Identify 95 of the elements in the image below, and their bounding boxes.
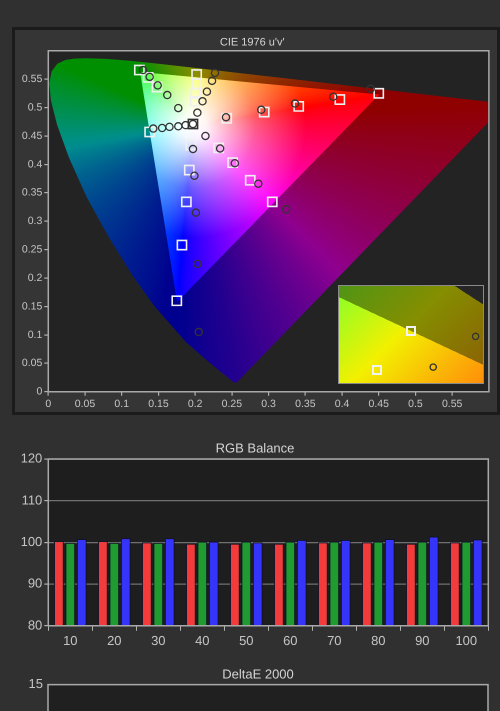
- point: [149, 124, 158, 133]
- y-tick-label: 0.15: [22, 300, 42, 312]
- point: [210, 68, 220, 78]
- point: [163, 90, 172, 100]
- y-tick-label: 120: [20, 450, 42, 466]
- y-tick-label: 0.4: [28, 158, 42, 170]
- y-tick-label: 0.25: [22, 244, 42, 256]
- point: [282, 205, 290, 214]
- point: [257, 106, 266, 114]
- point: [174, 104, 183, 112]
- point: [201, 132, 210, 140]
- point: [191, 69, 202, 80]
- x-tick-label: 0.45: [368, 398, 390, 410]
- point: [134, 64, 145, 76]
- x-tick-label: 100: [455, 633, 478, 648]
- x-tick-label: 0.2: [188, 398, 203, 410]
- x-tick-label: 70: [327, 633, 342, 648]
- point: [190, 88, 202, 99]
- point: [202, 87, 212, 96]
- point: [142, 72, 154, 83]
- text: DeltaE 2000: [222, 666, 294, 682]
- x-tick-label: 90: [415, 633, 430, 648]
- x-tick-label: 0.15: [148, 398, 169, 410]
- point: [222, 112, 230, 122]
- point: [152, 82, 162, 92]
- point: [192, 208, 200, 217]
- y-tick-label: 0.55: [22, 73, 42, 86]
- point: [171, 295, 182, 306]
- point: [213, 142, 224, 154]
- x-tick-label: 0.4: [334, 398, 350, 410]
- y-tick-label: 0.45: [22, 130, 42, 142]
- x-tick-label: 30: [151, 633, 166, 648]
- point: [258, 106, 270, 118]
- point: [230, 158, 240, 168]
- chart-title: CIE 1976 u'v': [220, 36, 285, 49]
- x-tick-label: 20: [107, 633, 122, 648]
- point: [193, 260, 202, 268]
- chart-title: RGB Balance: [216, 440, 294, 456]
- x-tick-label: 50: [239, 633, 254, 648]
- point: [145, 72, 154, 82]
- x-tick-label: 0.05: [74, 398, 96, 410]
- point: [190, 171, 199, 180]
- point: [328, 92, 338, 101]
- x-tick-label: 0.25: [222, 398, 242, 410]
- point: [254, 179, 263, 188]
- point: [165, 122, 174, 132]
- point: [193, 108, 202, 117]
- point: [216, 144, 224, 153]
- point: [293, 101, 304, 112]
- x-tick-label: 0: [45, 398, 52, 410]
- point: [153, 81, 162, 90]
- point: [176, 240, 188, 250]
- point: [184, 164, 195, 176]
- x-tick-label: 0.3: [261, 398, 276, 410]
- y-tick-label: 0.2: [28, 272, 42, 284]
- y-tick-label: 90: [28, 576, 42, 591]
- x-tick-label: 10: [63, 633, 78, 648]
- point: [190, 96, 201, 107]
- y-tick-label: 110: [22, 492, 42, 508]
- point: [181, 120, 190, 130]
- point: [191, 78, 202, 90]
- point: [138, 66, 148, 74]
- point: [144, 126, 156, 138]
- y-tick-label: 0.3: [28, 215, 42, 228]
- point: [221, 112, 232, 124]
- point: [174, 122, 183, 131]
- text: 15: [28, 676, 43, 692]
- point: [290, 99, 300, 108]
- y-tick-label: 0: [36, 386, 42, 398]
- y-tick-label: 0.5: [28, 101, 42, 114]
- y-tick-label: 0.1: [28, 328, 42, 341]
- point: [158, 124, 166, 132]
- point: [198, 97, 207, 106]
- x-tick-label: 60: [283, 633, 298, 648]
- point: [227, 157, 238, 168]
- x-tick-label: 0.5: [408, 398, 423, 410]
- y-tick-label: 80: [28, 617, 42, 632]
- x-tick-label: 0.55: [442, 398, 463, 410]
- x-tick-label: 0.1: [114, 398, 130, 410]
- y-tick-label: 0.05: [22, 357, 42, 370]
- point: [188, 144, 198, 154]
- point: [208, 76, 216, 86]
- point: [366, 84, 375, 94]
- point: [185, 140, 196, 150]
- point: [194, 328, 204, 336]
- x-tick-label: 0.35: [295, 398, 316, 410]
- point: [266, 196, 278, 208]
- point: [180, 196, 192, 208]
- x-tick-label: 40: [195, 633, 210, 648]
- y-tick-label: 0.35: [22, 186, 42, 199]
- y-tick-label: 100: [20, 534, 42, 549]
- point: [244, 174, 256, 186]
- x-tick-label: 80: [371, 633, 386, 648]
- point: [334, 94, 346, 105]
- point: [373, 88, 384, 99]
